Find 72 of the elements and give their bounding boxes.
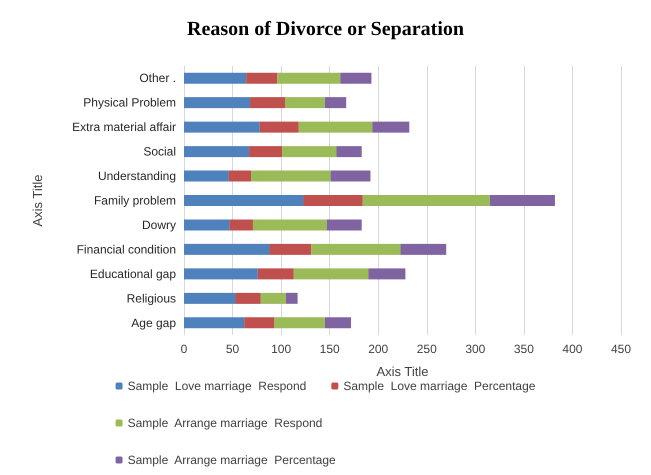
bar — [269, 244, 312, 255]
y-tick-label: Family problem — [94, 194, 176, 208]
bar — [282, 146, 336, 158]
x-tick-label: 150 — [320, 342, 340, 356]
chart-title: Reason of Divorce or Separation — [186, 18, 464, 40]
bar — [184, 317, 244, 328]
x-axis-title: Axis Title — [376, 364, 429, 379]
bar — [246, 72, 278, 84]
bar — [330, 170, 370, 182]
x-tick-label: 50 — [226, 342, 240, 356]
bar — [184, 268, 258, 280]
bar — [340, 72, 372, 84]
bar — [184, 292, 236, 304]
bar — [490, 195, 555, 206]
y-tick-label: Other . — [139, 71, 176, 86]
bar — [311, 244, 401, 255]
bar — [303, 195, 363, 206]
bar — [400, 244, 446, 255]
legend-label: Sample Arrange marriage Percentage — [128, 453, 336, 467]
bar — [228, 170, 252, 182]
y-tick-label: Educational gap — [90, 266, 176, 281]
bar — [251, 170, 331, 182]
bar — [362, 195, 490, 206]
y-tick-label: Dowry — [142, 218, 176, 232]
bar — [184, 244, 270, 255]
x-tick-label: 0 — [180, 342, 188, 356]
bar — [230, 219, 253, 230]
y-tick-label: Understanding — [98, 169, 176, 184]
bar — [284, 97, 325, 108]
bar — [326, 219, 362, 230]
bar — [184, 97, 250, 108]
bar — [184, 219, 230, 230]
bar — [184, 122, 260, 133]
x-tick-label: 350 — [514, 342, 534, 356]
bar — [298, 122, 372, 133]
bar — [252, 219, 327, 230]
bar — [235, 292, 261, 304]
bar — [274, 317, 325, 328]
bar — [324, 97, 346, 108]
x-tick-label: 300 — [465, 342, 486, 356]
bar — [260, 292, 286, 304]
bar — [244, 317, 274, 328]
legend-label: Sample Love marriage Percentage — [343, 379, 536, 393]
bar — [260, 122, 299, 133]
bar — [368, 268, 406, 280]
legend-label: Sample Love marriage Respond — [128, 379, 306, 393]
x-tick-label: 100 — [271, 342, 292, 356]
bar — [184, 72, 246, 84]
x-tick-label: 200 — [368, 342, 389, 356]
legend-label: Sample Arrange marriage Respond — [128, 416, 322, 430]
bar — [250, 97, 285, 108]
bar — [324, 317, 352, 328]
bar — [258, 268, 294, 280]
bar — [249, 146, 282, 158]
y-tick-label: Social — [143, 144, 176, 159]
bar — [184, 195, 304, 206]
x-tick-label: 400 — [562, 342, 583, 356]
bar — [294, 268, 369, 280]
y-axis-title: Axis Title — [30, 174, 45, 227]
x-tick-label: 450 — [610, 342, 632, 356]
bar — [336, 146, 362, 158]
bar — [184, 170, 229, 182]
y-tick-label: Extra material affair — [72, 120, 176, 134]
y-tick-label: Age gap — [131, 316, 176, 330]
y-tick-label: Religious — [126, 291, 176, 306]
y-tick-label: Physical Problem — [83, 96, 176, 110]
bar — [286, 292, 298, 304]
bar — [184, 146, 250, 158]
bar — [277, 72, 340, 84]
y-tick-label: Financial condition — [76, 242, 176, 256]
x-tick-label: 250 — [416, 342, 438, 356]
bar — [372, 122, 410, 133]
